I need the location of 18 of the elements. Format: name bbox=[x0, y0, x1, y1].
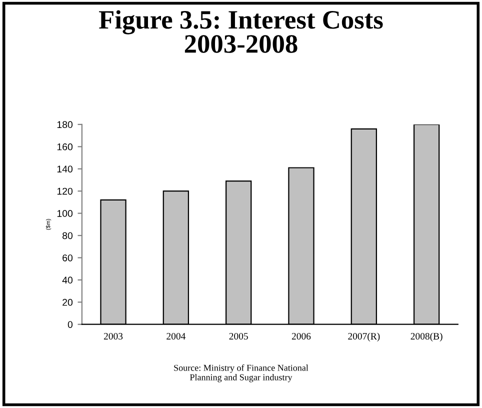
y-tick-label: 180 bbox=[57, 121, 73, 128]
y-tick-label: 40 bbox=[62, 276, 73, 284]
chart-title: Figure 3.5: Interest Costs 2003-2008 bbox=[99, 10, 383, 53]
y-tick-label: 120 bbox=[57, 188, 73, 195]
y-tick-label: 100 bbox=[57, 210, 73, 217]
x-tick-label: 2006 bbox=[292, 332, 311, 340]
x-tick-label: 2008(B) bbox=[410, 332, 442, 342]
y-tick-label: 20 bbox=[62, 298, 73, 306]
x-tick-label: 2005 bbox=[229, 332, 248, 340]
y-tick-label: 60 bbox=[62, 254, 73, 262]
x-tick-label: 2007(R) bbox=[348, 332, 380, 342]
y-tick-label: 140 bbox=[57, 166, 73, 172]
y-tick-label: 80 bbox=[62, 232, 73, 240]
source-note: Source: Ministry of Finance National Planning and Sugar industry bbox=[174, 364, 308, 382]
x-tick-label: 2003 bbox=[104, 332, 123, 340]
y-tick-label: 0 bbox=[68, 321, 73, 328]
x-tick-label: 2004 bbox=[166, 332, 186, 340]
y-tick-label: 160 bbox=[57, 143, 73, 150]
